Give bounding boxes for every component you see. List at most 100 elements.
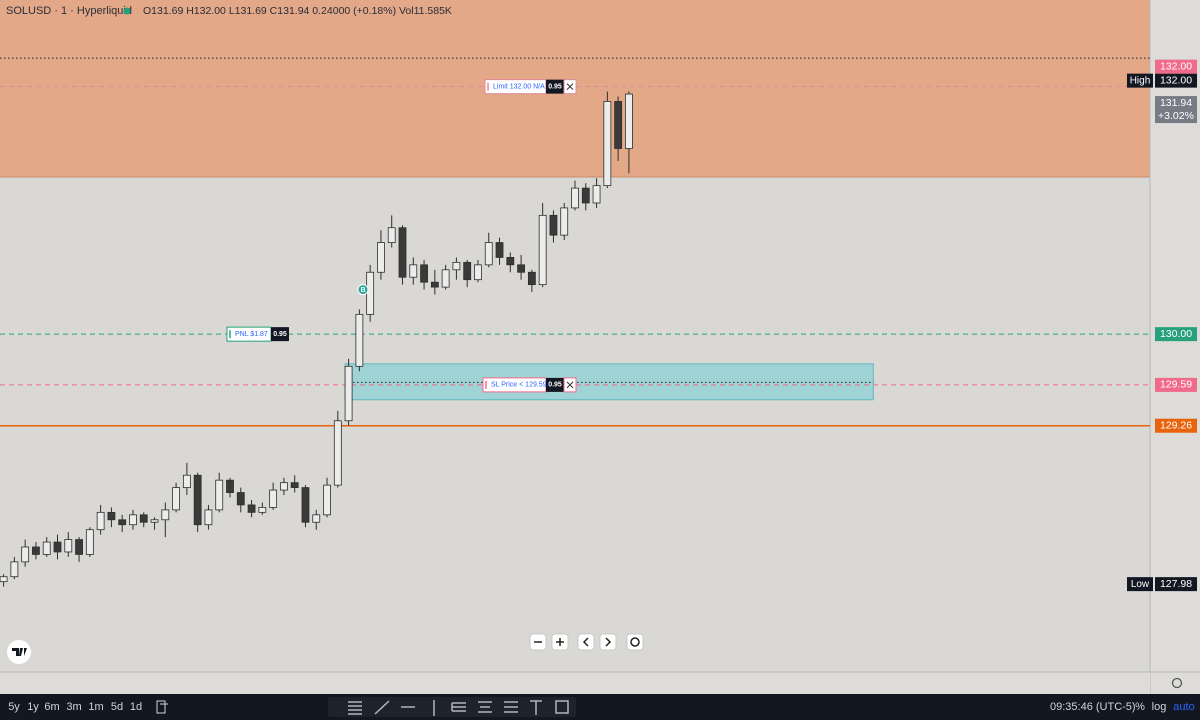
candle-body: [355, 313, 364, 367]
timeframe-button[interactable]: 6m: [44, 701, 59, 713]
candle-body: [215, 479, 224, 511]
tool-rect[interactable]: [555, 700, 569, 714]
order-qty: 0.95: [273, 331, 287, 338]
candle-body: [0, 576, 8, 583]
candle-body: [107, 511, 116, 521]
tool-pitchfork[interactable]: [504, 701, 518, 713]
timeframe-button[interactable]: 5y: [8, 701, 20, 713]
axis-button[interactable]: log: [1152, 701, 1167, 713]
candle-body: [236, 492, 245, 506]
price-tag: [1155, 418, 1197, 433]
candle-body: [625, 93, 633, 149]
trade-marker-label: B: [360, 287, 365, 294]
tool-text[interactable]: [530, 700, 542, 715]
price-tag-label: 129.26: [1160, 420, 1192, 432]
candle-body: [581, 187, 590, 204]
candle-body: [150, 519, 159, 523]
extreme-price-box: [1155, 73, 1197, 88]
candle-body: [280, 482, 288, 491]
candle-body: [387, 227, 396, 243]
candle-body: [193, 474, 202, 526]
tool-channel[interactable]: [478, 701, 492, 713]
extreme-price: 127.98: [1160, 578, 1192, 590]
candle-body: [430, 281, 439, 288]
candle-body: [463, 261, 472, 281]
timeframe-button[interactable]: 1m: [88, 701, 103, 713]
candle-body: [344, 365, 353, 422]
scroll-left-button[interactable]: [577, 633, 595, 651]
candle-body: [96, 511, 105, 531]
order-box: [344, 363, 874, 401]
timeframe-button[interactable]: 1d: [130, 701, 142, 713]
tool-fib[interactable]: [451, 702, 466, 712]
logo: [7, 640, 31, 664]
candle-body: [506, 257, 515, 266]
price-tag-change: +3.02%: [1158, 110, 1194, 122]
candle-body: [258, 507, 267, 513]
candle-body: [172, 487, 180, 511]
candle-body: [592, 185, 601, 204]
candle-body: [527, 271, 536, 286]
candle-body: [10, 561, 19, 578]
candle-body: [75, 539, 83, 555]
order-qty-box: [546, 79, 564, 94]
zoom-in-button[interactable]: [551, 633, 569, 651]
ohlc-legend: O131.69 H132.00 L131.69 C131.94 0.24000 …: [143, 5, 452, 17]
candle-body: [452, 261, 461, 271]
compare-icon[interactable]: [156, 700, 168, 714]
candle-body: [538, 214, 547, 286]
price-tag: [1155, 96, 1197, 124]
candle-body: [333, 420, 342, 486]
tool-trendline[interactable]: [374, 700, 390, 715]
candle-body: [484, 242, 493, 266]
price-tag-label: 130.00: [1160, 328, 1192, 340]
candle-body: [474, 264, 482, 281]
extreme-label-box: [1127, 577, 1153, 592]
timeframe-button[interactable]: 3m: [66, 701, 81, 713]
settings-icon[interactable]: [1171, 677, 1183, 689]
order-qty-box: [546, 377, 564, 392]
extreme-label: High: [1130, 75, 1151, 86]
reset-button[interactable]: [626, 633, 644, 651]
price-tag-label: 129.59: [1160, 379, 1192, 391]
candle-body: [85, 529, 94, 555]
candle-body: [495, 242, 504, 258]
candle-body: [204, 509, 213, 526]
candle-body: [312, 514, 321, 523]
extreme-label: Low: [1131, 579, 1150, 590]
order-qty: 0.95: [548, 382, 562, 389]
candle-body: [560, 207, 569, 236]
axis-button[interactable]: auto: [1173, 701, 1194, 713]
candle-body: [118, 519, 127, 526]
candle-body: [398, 227, 407, 278]
candle-body: [441, 269, 450, 288]
price-tag-label: 132.00: [1160, 60, 1192, 72]
scroll-right-button[interactable]: [599, 633, 617, 651]
timeframe-button[interactable]: 1y: [27, 701, 39, 713]
order-label-text: SL Price < 129.59: [491, 382, 547, 389]
candle-body: [21, 546, 30, 563]
extreme-price: 132.00: [1160, 74, 1192, 86]
axis-button[interactable]: %: [1135, 701, 1145, 713]
trade-marker: [357, 284, 369, 296]
candle-body: [366, 271, 375, 315]
order-close-icon: [566, 381, 574, 389]
extreme-label-box: [1127, 73, 1153, 88]
candle-body: [301, 487, 310, 523]
tool-lines[interactable]: [348, 701, 362, 715]
candle-body: [420, 264, 428, 283]
price-tag-label: 131.94: [1160, 97, 1192, 109]
price-tag: [1155, 59, 1197, 74]
status-dot: [123, 7, 131, 15]
candle-body: [323, 484, 331, 516]
candle-body: [247, 504, 256, 513]
clock: 09:35:46 (UTC-5): [1050, 701, 1136, 713]
timeframe-button[interactable]: 5d: [111, 701, 123, 713]
bottom-toolbar: [0, 694, 1200, 720]
candle-body: [603, 101, 612, 187]
zoom-out-button[interactable]: [529, 633, 547, 651]
order-label-text: Limit 132.00 N/A: [493, 83, 545, 90]
